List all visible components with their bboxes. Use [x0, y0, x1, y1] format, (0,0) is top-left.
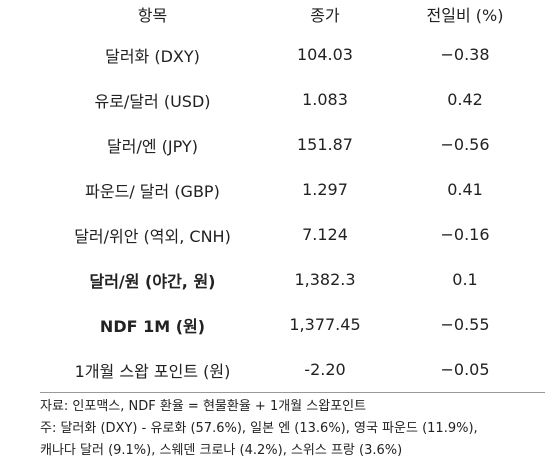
table-cell: 1.083 [302, 90, 348, 109]
note-line: 캐나다 달러 (9.1%), 스웨덴 크로나 (4.2%), 스위스 프랑 (3… [40, 443, 403, 458]
table-cell: −0.16 [440, 225, 490, 244]
table-cell: 파운드/ 달러 (GBP) [85, 181, 220, 201]
fx-table: 항목 종가 전일비 (%) 달러화 (DXY) 104.03 −0.38 유로/달러 (U… [40, 0, 545, 393]
note-line: 자료: 인포맥스, NDF 환율 = 현물환율 + 1개월 스왑포인트 [40, 399, 367, 414]
table-cell: 유로/달러 (USD) [94, 91, 211, 111]
table-cell: −0.55 [440, 315, 490, 334]
table-cell: 1개월 스왑 포인트 (원) [40, 347, 265, 393]
table-cell: 달러/위안 (역외, CNH) [74, 226, 231, 246]
header-cell: 전일비 (%) [426, 6, 504, 25]
table-cell: −0.56 [440, 135, 490, 154]
header-row: 항목 종가 전일비 (%) [40, 0, 545, 32]
table-cell: -2.20 [265, 347, 385, 393]
table-cell: 1.297 [302, 180, 348, 199]
table-cell: 달러/원 (야간, 원) [89, 271, 216, 291]
table-cell: 0.41 [447, 180, 483, 199]
header-cell: 종가 [310, 6, 340, 25]
header-cell: 항목 [137, 6, 168, 25]
table-cell: 달러/엔 (JPY) [107, 136, 198, 156]
table-cell: NDF 1M (원) [99, 316, 206, 336]
table-row: 달러/위안 (역외, CNH) 7.124 −0.16 [40, 212, 545, 257]
note-line: 주: 달러화 (DXY) - 유로화 (57.6%), 일본 엔 (13.6%)… [40, 421, 478, 436]
table-cell: 7.124 [302, 225, 348, 244]
table-cell: 1,382.3 [294, 270, 356, 289]
table-cell: 0.42 [447, 90, 483, 109]
table-cell: 달러화 (DXY) [105, 46, 200, 66]
table-row: 파운드/ 달러 (GBP) 1.297 0.41 [40, 167, 545, 212]
table-cell: −0.38 [440, 45, 490, 64]
table-row: 유로/달러 (USD) 1.083 0.42 [40, 77, 545, 122]
table-row: 달러/엔 (JPY) 151.87 −0.56 [40, 122, 545, 167]
table-row: 달러화 (DXY) 104.03 −0.38 [40, 32, 545, 77]
table-cell: 1,377.45 [289, 315, 361, 334]
table-cell: 0.1 [452, 270, 478, 289]
table-cell: 104.03 [297, 45, 353, 64]
table-cell: 151.87 [297, 135, 353, 154]
table-row: NDF 1M (원) 1,377.45 −0.55 [40, 302, 545, 347]
table-row: 달러/원 (야간, 원) 1,382.3 0.1 [40, 257, 545, 302]
table-row: 1개월 스왑 포인트 (원) -2.20 −0.05 [40, 347, 545, 393]
table-cell: −0.05 [385, 347, 545, 393]
table-body: 달러화 (DXY) 104.03 −0.38 유로/달러 (USD) 1.083 0.42… [40, 32, 545, 393]
